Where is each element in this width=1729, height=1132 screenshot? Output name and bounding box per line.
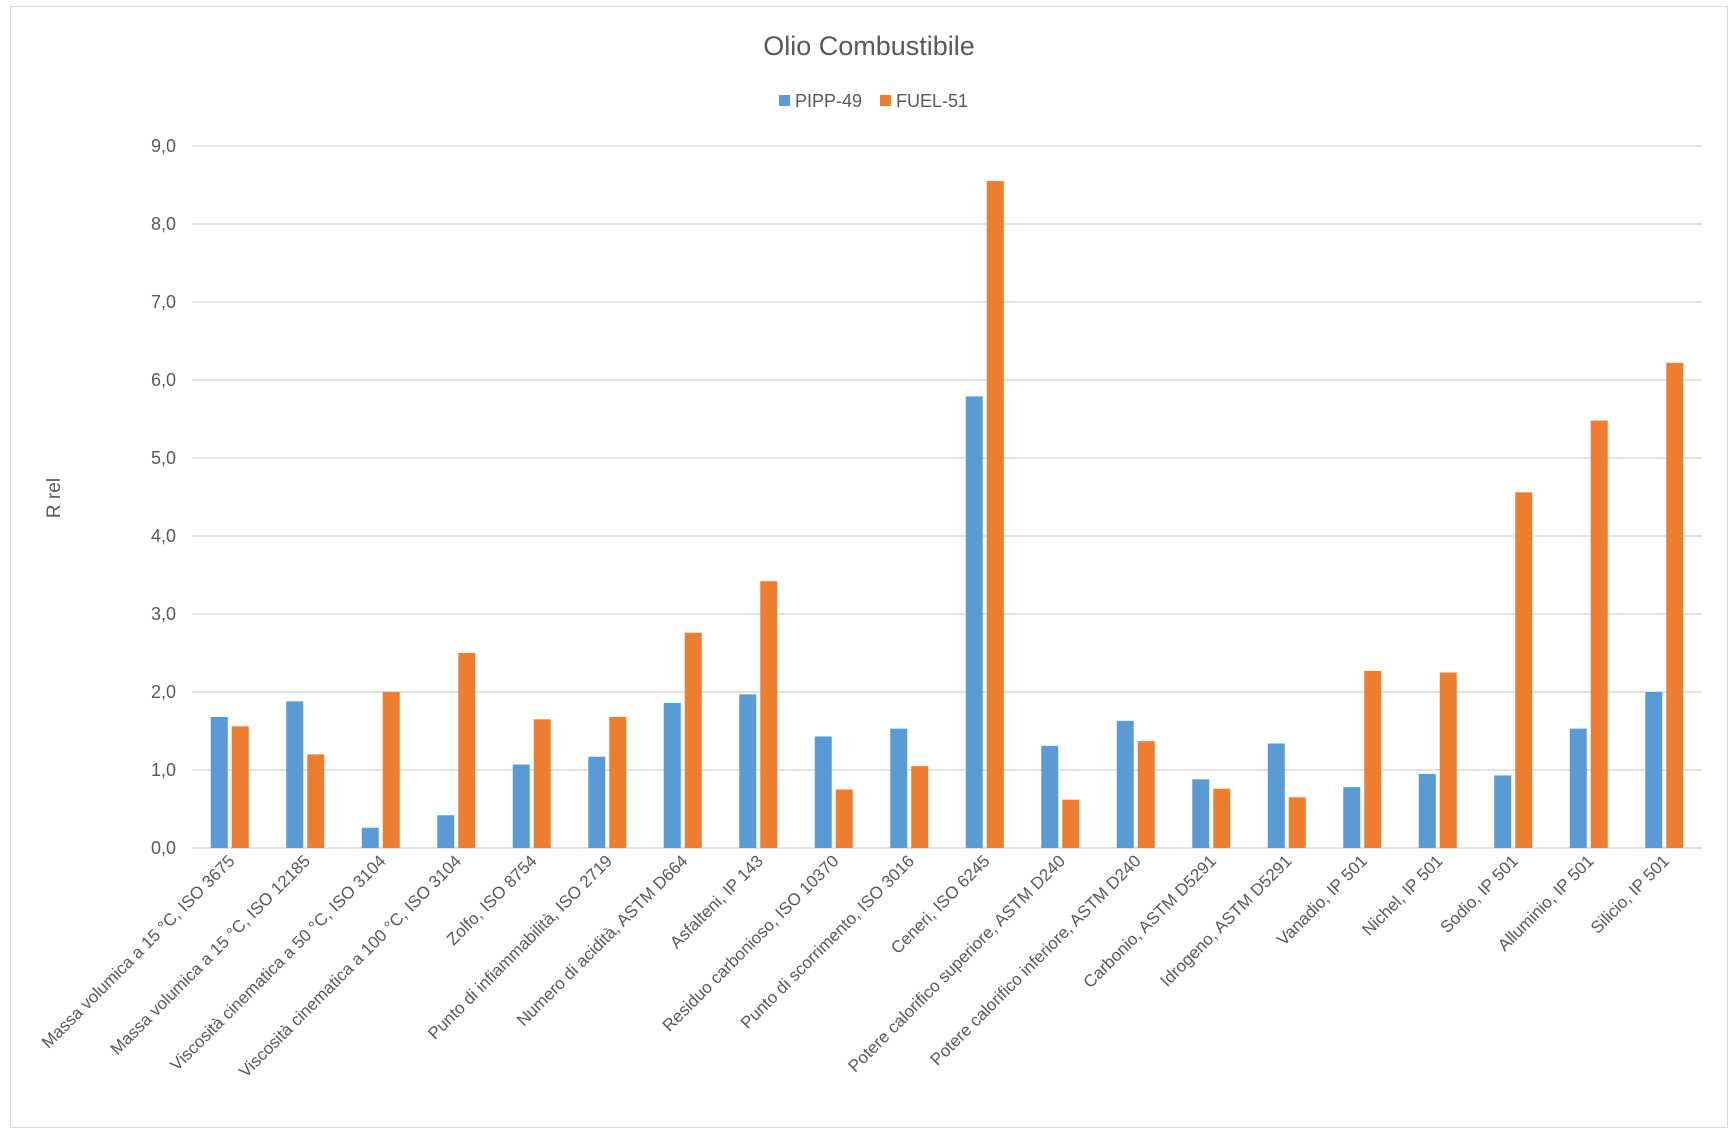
legend-swatch-pipp-49 [779, 95, 790, 106]
bar-pipp-49 [210, 716, 228, 848]
bar-pipp-49 [965, 396, 983, 848]
bar-pipp-49 [1343, 787, 1361, 848]
bars [210, 181, 1684, 849]
legend-label: FUEL-51 [896, 91, 968, 111]
bar-fuel-51 [1062, 799, 1080, 848]
bar-pipp-49 [663, 702, 681, 848]
bar-fuel-51 [1590, 420, 1608, 848]
bar-fuel-51 [458, 653, 476, 848]
chart-frame [10, 6, 1728, 1128]
bar-fuel-51 [1515, 492, 1533, 848]
bar-pipp-49 [588, 756, 606, 848]
bar-pipp-49 [286, 701, 304, 848]
bar-fuel-51 [231, 726, 249, 848]
bar-pipp-49 [1645, 692, 1663, 848]
y-axis-ticks: 0,0 1,0 2,0 3,0 4,0 5,0 6,0 7,0 8,0 9,0 [151, 136, 176, 858]
bar-pipp-49 [1569, 728, 1587, 848]
bar-pipp-49 [739, 694, 757, 848]
bar-fuel-51 [760, 581, 778, 848]
bar-fuel-51 [911, 766, 929, 848]
x-tick-label: Nichel, IP 501 [1359, 851, 1447, 939]
bar-pipp-49 [361, 827, 379, 848]
bar-fuel-51 [1364, 670, 1382, 848]
bar-fuel-51 [986, 181, 1004, 849]
bar-fuel-51 [1439, 672, 1457, 848]
y-tick-label: 4,0 [151, 526, 176, 546]
y-tick-label: 7,0 [151, 292, 176, 312]
bar-fuel-51 [1137, 741, 1155, 848]
bar-pipp-49 [1494, 775, 1512, 848]
legend-swatch-fuel-51 [880, 95, 891, 106]
y-tick-label: 6,0 [151, 370, 176, 390]
bar-fuel-51 [382, 692, 400, 848]
bar-pipp-49 [1267, 743, 1285, 848]
bar-pipp-49 [512, 764, 530, 848]
bar-fuel-51 [684, 632, 702, 848]
x-tick-label: Carbonio, ASTM D5291 [1080, 851, 1220, 991]
bar-pipp-49 [1041, 745, 1059, 848]
x-tick-label: Idrogeno, ASTM D5291 [1157, 851, 1296, 990]
bar-fuel-51 [1666, 362, 1684, 848]
bar-fuel-51 [533, 719, 551, 848]
y-tick-label: 1,0 [151, 760, 176, 780]
bar-pipp-49 [814, 736, 832, 848]
y-tick-label: 2,0 [151, 682, 176, 702]
bar-pipp-49 [890, 728, 908, 848]
bar-pipp-49 [1116, 720, 1134, 848]
bar-fuel-51 [1213, 788, 1231, 848]
y-tick-label: 3,0 [151, 604, 176, 624]
chart-title: Olio Combustibile [763, 31, 975, 61]
bar-pipp-49 [437, 815, 455, 848]
bar-fuel-51 [609, 716, 627, 848]
bar-fuel-51 [835, 789, 853, 848]
x-tick-label: Silicio, IP 501 [1587, 851, 1673, 937]
bar-pipp-49 [1192, 779, 1210, 848]
y-tick-label: 8,0 [151, 214, 176, 234]
bar-pipp-49 [1418, 773, 1436, 848]
y-tick-label: 5,0 [151, 448, 176, 468]
x-tick-label: Sodio, IP 501 [1437, 851, 1522, 936]
y-tick-label: 9,0 [151, 136, 176, 156]
legend-label: PIPP-49 [795, 91, 862, 111]
y-tick-label: 0,0 [151, 838, 176, 858]
gridlines [192, 145, 1702, 849]
y-axis-title: R rel [44, 478, 65, 518]
bar-fuel-51 [307, 754, 325, 848]
legend: PIPP-49 FUEL-51 [779, 91, 968, 111]
bar-fuel-51 [1288, 797, 1306, 848]
